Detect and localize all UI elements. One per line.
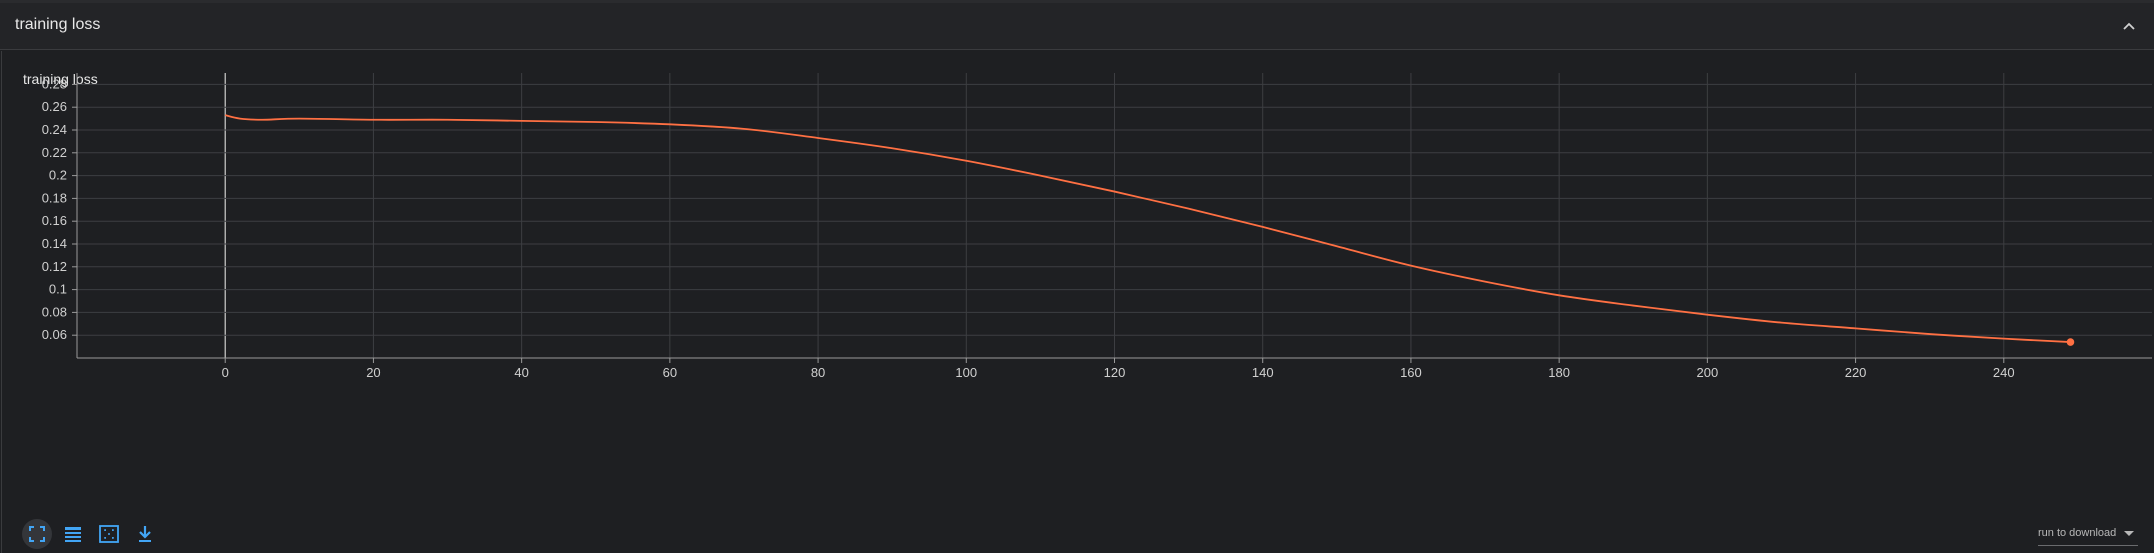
download-button[interactable] — [130, 519, 160, 549]
section-header[interactable]: training loss — [0, 3, 2154, 50]
download-run-select[interactable]: run to download — [2038, 521, 2138, 546]
x-tick-label: 20 — [366, 365, 380, 380]
y-tick-label: 0.12 — [42, 259, 67, 274]
x-tick-label: 120 — [1104, 365, 1126, 380]
x-tick-label: 220 — [1845, 365, 1867, 380]
y-tick-label: 0.2 — [49, 168, 67, 183]
y-tick-label: 0.06 — [42, 327, 67, 342]
last-point-marker — [2066, 338, 2075, 346]
x-tick-label: 180 — [1548, 365, 1570, 380]
x-tick-label: 60 — [663, 365, 677, 380]
section-title: training loss — [15, 16, 101, 33]
chart-card: training loss 0 20 40 60 80 100 120 140 160 180 20… — [1, 51, 2153, 553]
chart-title: training loss — [23, 71, 98, 87]
x-tick-label: 0 — [222, 365, 229, 380]
y-tick-label: 0.28 — [42, 76, 67, 91]
fit-domain-icon — [99, 525, 119, 543]
grid-layer — [77, 73, 2152, 358]
y-tick-label: 0.14 — [42, 236, 67, 251]
x-tick-label: 80 — [811, 365, 825, 380]
data-table-icon — [65, 527, 81, 542]
y-tick-label: 0.18 — [42, 190, 67, 205]
x-tick-label: 240 — [1993, 365, 2015, 380]
x-tick-label: 40 — [514, 365, 528, 380]
axis-layer: 0 20 40 60 80 100 120 140 160 180 200 220 240 0.06 0.0… — [42, 73, 2152, 380]
y-tick-label: 0.26 — [42, 99, 67, 114]
x-tick-label: 100 — [955, 365, 977, 380]
x-tick-label: 160 — [1400, 365, 1422, 380]
fullscreen-button[interactable] — [22, 519, 52, 549]
collapse-button[interactable] — [2116, 13, 2142, 39]
y-tick-label: 0.1 — [49, 282, 67, 297]
download-select-label: run to download — [2038, 527, 2117, 539]
y-tick-label: 0.08 — [42, 304, 67, 319]
chevron-up-icon — [2123, 22, 2135, 30]
data-table-button[interactable] — [58, 519, 88, 549]
fit-domain-button[interactable] — [94, 519, 124, 549]
line-chart[interactable]: 0 20 40 60 80 100 120 140 160 180 200 220 240 0.06 0.0… — [2, 51, 2154, 553]
x-tick-label: 140 — [1252, 365, 1274, 380]
series-line — [224, 114, 2071, 343]
series-layer — [224, 114, 2075, 346]
x-tick-label: 200 — [1697, 365, 1719, 380]
download-icon — [139, 526, 151, 542]
chart-toolbar — [22, 519, 160, 549]
y-tick-label: 0.16 — [42, 213, 67, 228]
y-tick-label: 0.24 — [42, 122, 67, 137]
y-tick-label: 0.22 — [42, 145, 67, 160]
fullscreen-icon — [29, 526, 45, 542]
caret-down-icon — [2124, 530, 2134, 536]
